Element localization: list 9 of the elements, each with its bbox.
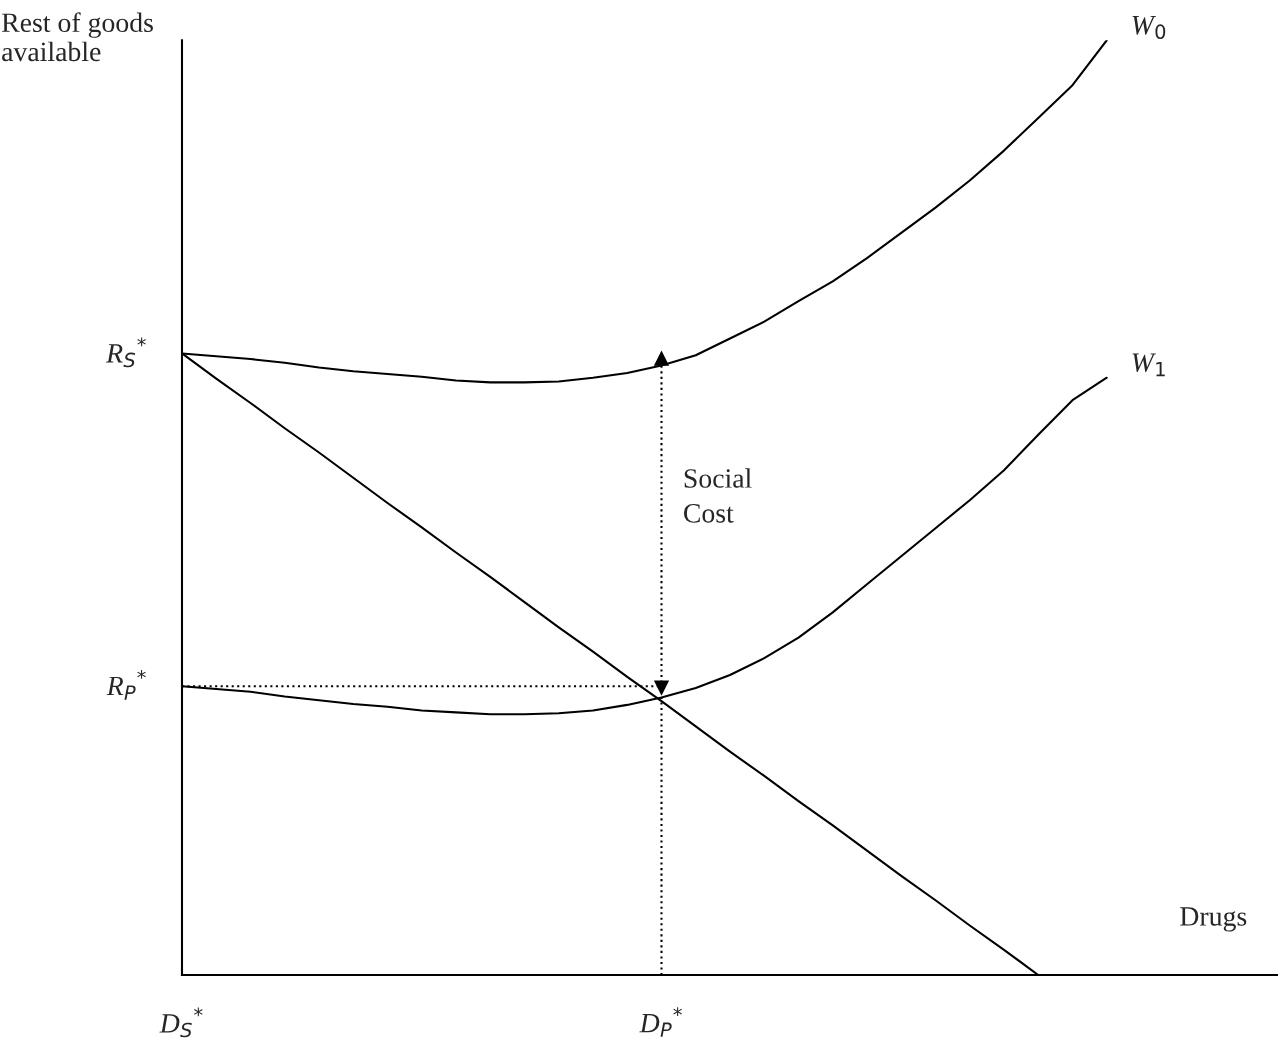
y-axis-title: Rest of goods available <box>1 12 153 62</box>
x-axis-title: Drugs <box>1180 907 1247 932</box>
annotation: R$_{S}$$^{*}$ <box>106 337 146 368</box>
annotation: Social Cost <box>684 468 752 523</box>
annotation: R$_{P}$$^{*}$ <box>106 670 146 700</box>
series-label: W$_{1}$ <box>1132 353 1165 377</box>
x-tick-label: D$_{P}$$^{*}$ <box>639 1007 682 1037</box>
x-tick-label: D$_{S}$$^{*}$ <box>159 1007 203 1038</box>
series-label: W$_{0}$ <box>1132 16 1166 40</box>
